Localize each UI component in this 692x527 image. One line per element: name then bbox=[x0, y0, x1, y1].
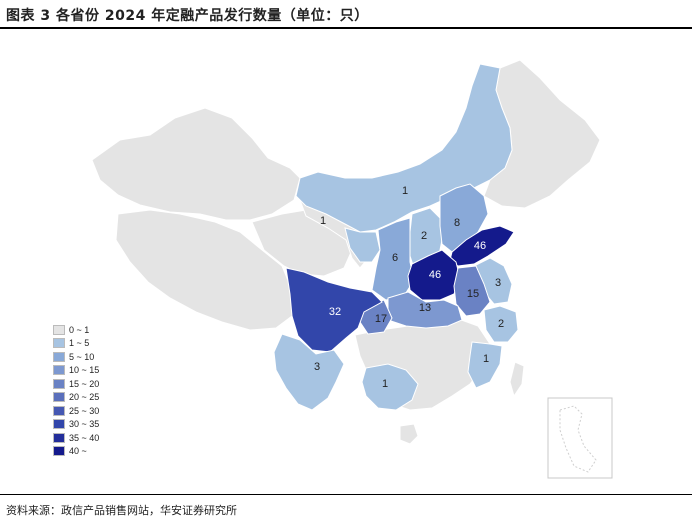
legend-label: 20 ~ 25 bbox=[69, 392, 100, 403]
legend-label: 35 ~ 40 bbox=[69, 432, 100, 443]
legend-label: 1 ~ 5 bbox=[69, 338, 90, 349]
value-label-hebei: 8 bbox=[454, 217, 460, 229]
base-land bbox=[91, 59, 601, 445]
region-guangxi bbox=[361, 363, 419, 411]
region-taiwan bbox=[509, 361, 525, 398]
legend-swatch bbox=[53, 392, 65, 403]
value-label-fujian: 1 bbox=[483, 353, 489, 365]
legend-item: 25 ~ 30 bbox=[53, 404, 99, 418]
south-china-sea-inset bbox=[547, 397, 613, 479]
legend-item: 15 ~ 20 bbox=[53, 377, 99, 391]
legend-item: 0 ~ 1 bbox=[53, 323, 99, 337]
legend-label: 40 ~ bbox=[69, 446, 87, 457]
value-label-zhejiang: 2 bbox=[498, 318, 504, 330]
legend-label: 10 ~ 15 bbox=[69, 365, 100, 376]
region-anhui bbox=[453, 265, 491, 317]
value-label-jiangsu: 3 bbox=[495, 277, 501, 289]
value-label-shanxi: 2 bbox=[421, 230, 427, 242]
region-zhejiang bbox=[483, 305, 519, 343]
value-label-inner-mongolia: 1 bbox=[402, 185, 408, 197]
figure-title: 图表 3 各省份 2024 年定融产品发行数量（单位：只） bbox=[6, 8, 369, 24]
title-rule bbox=[0, 27, 692, 29]
value-label-shaanxi: 6 bbox=[392, 252, 398, 264]
legend-item: 10 ~ 15 bbox=[53, 364, 99, 378]
legend-swatch bbox=[53, 338, 65, 349]
region-hainan bbox=[399, 423, 419, 445]
legend-label: 25 ~ 30 bbox=[69, 405, 100, 416]
region-yunnan bbox=[273, 333, 345, 411]
region-tibet bbox=[115, 209, 293, 331]
legend-label: 0 ~ 1 bbox=[69, 324, 90, 335]
region-ningxia bbox=[344, 227, 381, 263]
legend-swatch bbox=[53, 365, 65, 376]
legend: 0 ~ 1 1 ~ 5 5 ~ 10 10 ~ 15 15 ~ 20 20 ~ … bbox=[53, 323, 99, 458]
legend-swatch bbox=[53, 324, 65, 335]
value-label-shandong: 46 bbox=[474, 240, 486, 252]
region-fujian bbox=[467, 341, 503, 389]
region-shaanxi bbox=[371, 217, 415, 301]
legend-item: 40 ~ bbox=[53, 445, 99, 459]
legend-label: 15 ~ 20 bbox=[69, 378, 100, 389]
legend-item: 35 ~ 40 bbox=[53, 431, 99, 445]
value-label-anhui: 15 bbox=[467, 288, 479, 300]
legend-swatch bbox=[53, 405, 65, 416]
value-label-henan: 46 bbox=[429, 269, 441, 281]
source-note: 资料来源：政信产品销售网站，华安证券研究所 bbox=[6, 504, 237, 517]
region-henan bbox=[407, 249, 461, 301]
legend-swatch bbox=[53, 446, 65, 457]
legend-item: 5 ~ 10 bbox=[53, 350, 99, 364]
value-label-ningxia: 1 bbox=[320, 215, 326, 227]
value-label-yunnan: 3 bbox=[314, 361, 320, 373]
source-rule bbox=[0, 494, 692, 495]
legend-swatch bbox=[53, 351, 65, 362]
inset-islands bbox=[559, 405, 597, 473]
region-sichuan bbox=[285, 267, 383, 353]
legend-label: 5 ~ 10 bbox=[69, 351, 95, 362]
legend-item: 30 ~ 35 bbox=[53, 418, 99, 432]
legend-swatch bbox=[53, 419, 65, 430]
legend-swatch bbox=[53, 432, 65, 443]
legend-label: 30 ~ 35 bbox=[69, 419, 100, 430]
value-label-guangxi: 1 bbox=[382, 378, 388, 390]
region-hubei bbox=[387, 291, 463, 329]
legend-swatch bbox=[53, 378, 65, 389]
region-xinjiang bbox=[91, 107, 301, 221]
legend-item: 20 ~ 25 bbox=[53, 391, 99, 405]
value-label-sichuan: 32 bbox=[329, 306, 341, 318]
value-label-hubei: 13 bbox=[419, 302, 431, 314]
legend-item: 1 ~ 5 bbox=[53, 337, 99, 351]
value-label-chongqing: 17 bbox=[375, 313, 387, 325]
